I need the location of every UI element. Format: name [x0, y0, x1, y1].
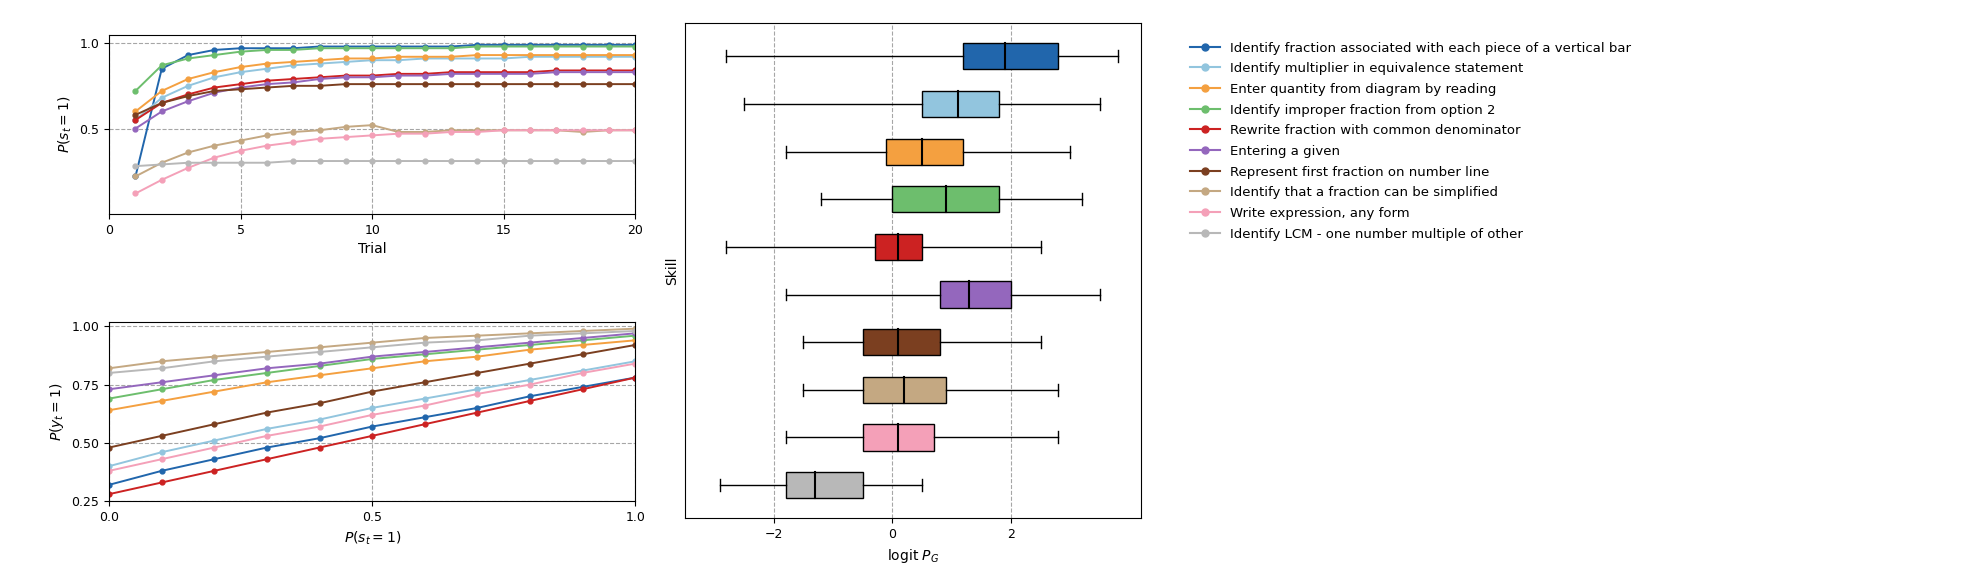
- Bar: [786, 472, 863, 498]
- Y-axis label: $P(s_t = 1)$: $P(s_t = 1)$: [56, 96, 73, 153]
- X-axis label: Trial: Trial: [357, 242, 387, 256]
- Bar: [963, 43, 1058, 70]
- Bar: [863, 425, 933, 450]
- X-axis label: logit $P_G$: logit $P_G$: [887, 547, 939, 564]
- X-axis label: $P(s_t = 1)$: $P(s_t = 1)$: [343, 529, 401, 547]
- Bar: [863, 377, 945, 403]
- Bar: [893, 186, 998, 213]
- Y-axis label: Skill: Skill: [665, 256, 679, 285]
- Bar: [921, 91, 998, 117]
- Legend: Identify fraction associated with each piece of a vertical bar, Identify multipl: Identify fraction associated with each p…: [1183, 35, 1638, 248]
- Bar: [887, 139, 963, 165]
- Y-axis label: $P(y_t = 1)$: $P(y_t = 1)$: [48, 382, 66, 441]
- Bar: [939, 282, 1010, 308]
- Bar: [875, 234, 921, 260]
- Bar: [863, 329, 939, 355]
